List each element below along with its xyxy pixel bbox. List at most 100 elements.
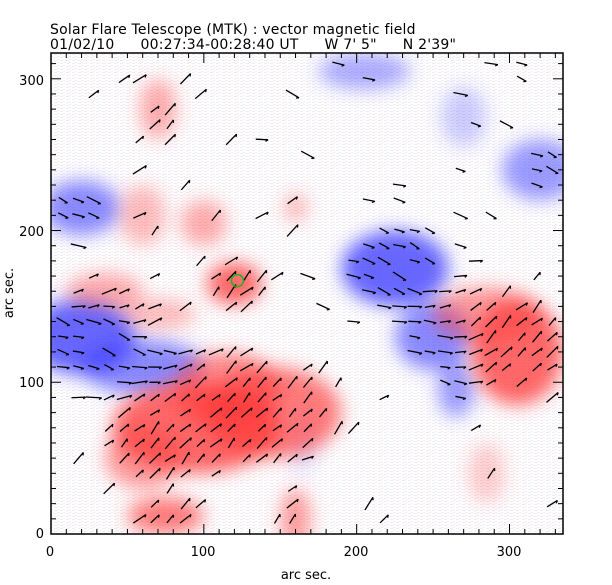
field-vector-arrow bbox=[287, 196, 298, 205]
field-vector-arrowhead bbox=[83, 246, 87, 250]
field-vector-arrow bbox=[487, 467, 496, 479]
field-vector-arrowhead bbox=[111, 306, 116, 309]
field-vector-arrowhead bbox=[173, 352, 177, 356]
field-vector-arrowhead bbox=[80, 367, 84, 371]
field-vector-arrow bbox=[102, 347, 116, 357]
field-vector-arrowhead bbox=[157, 499, 160, 504]
field-vector-arrowhead bbox=[81, 352, 85, 355]
field-vector-arrowhead bbox=[418, 352, 423, 356]
field-vector-arrow bbox=[119, 288, 130, 295]
field-vector-arrowhead bbox=[112, 394, 115, 398]
field-vector-arrow bbox=[531, 347, 543, 357]
field-vector-arrow bbox=[378, 242, 390, 250]
field-vector-arrowhead bbox=[127, 423, 130, 428]
field-vector-arrow bbox=[225, 406, 238, 419]
field-vector-arrowhead bbox=[218, 394, 221, 398]
field-vector-arrowhead bbox=[188, 393, 190, 397]
field-vector-arrow bbox=[272, 407, 282, 418]
field-vector-arrow bbox=[300, 272, 316, 280]
field-vector-arrowhead bbox=[266, 211, 269, 216]
field-vector-arrow bbox=[119, 423, 130, 433]
field-vector-arrow bbox=[546, 345, 559, 358]
field-vector-arrow bbox=[546, 331, 558, 342]
field-vector-arrow bbox=[361, 289, 376, 294]
field-vector-arrow bbox=[166, 423, 175, 432]
x-tick-label: 100 bbox=[191, 545, 216, 560]
field-vector-arrowhead bbox=[143, 319, 147, 323]
field-vector-arrowhead bbox=[126, 304, 130, 308]
field-vector-arrowhead bbox=[98, 397, 102, 400]
field-vector-arrowhead bbox=[355, 261, 360, 264]
field-vector-arrowhead bbox=[296, 423, 299, 427]
field-vector-arrow bbox=[164, 454, 176, 463]
field-vector-arrowhead bbox=[510, 346, 513, 350]
field-vector-arrow bbox=[348, 259, 359, 263]
field-vector-arrowhead bbox=[281, 272, 284, 276]
positive-polarity-region bbox=[433, 286, 541, 342]
field-vector-arrow bbox=[469, 259, 483, 262]
field-vector-arrow bbox=[437, 334, 454, 339]
field-vector-arrow bbox=[379, 514, 389, 524]
field-vector-arrowhead bbox=[159, 317, 163, 321]
field-vector-arrow bbox=[454, 380, 468, 385]
y-tick-label: 100 bbox=[19, 376, 44, 391]
field-vector-arrowhead bbox=[66, 367, 70, 370]
field-vector-arrowhead bbox=[142, 469, 144, 473]
field-vector-arrow bbox=[194, 376, 207, 389]
field-vector-arrow bbox=[257, 376, 267, 388]
field-vector-arrow bbox=[118, 74, 131, 84]
field-vector-arrow bbox=[88, 273, 99, 279]
field-vector-arrow bbox=[455, 167, 466, 173]
field-vector-arrowhead bbox=[539, 155, 544, 158]
field-vector-arrow bbox=[468, 332, 484, 341]
field-vector-arrowhead bbox=[372, 79, 376, 82]
field-vector-arrow bbox=[178, 363, 193, 371]
field-vector-arrow bbox=[226, 284, 237, 299]
field-vector-arrow bbox=[195, 349, 206, 355]
field-vector-arrow bbox=[164, 133, 176, 146]
field-vector-arrow bbox=[72, 350, 85, 354]
field-vector-arrow bbox=[379, 227, 390, 234]
field-vector-arrow bbox=[439, 290, 452, 293]
field-vector-arrow bbox=[240, 347, 254, 357]
field-vector-arrowhead bbox=[114, 287, 117, 292]
field-vector-arrowhead bbox=[235, 256, 239, 260]
field-vector-arrowhead bbox=[372, 263, 376, 265]
field-vector-arrowhead bbox=[464, 94, 469, 98]
field-vector-arrow bbox=[517, 332, 526, 342]
field-vector-arrow bbox=[117, 381, 132, 384]
field-vector-arrowhead bbox=[142, 438, 145, 443]
field-vector-arrowhead bbox=[447, 383, 451, 386]
field-vector-arrowhead bbox=[464, 335, 468, 339]
field-vector-arrowhead bbox=[447, 367, 451, 370]
field-vector-arrow bbox=[379, 394, 390, 401]
field-vector-arrow bbox=[272, 424, 282, 432]
field-vector-arrow bbox=[195, 423, 207, 433]
field-vector-arrowhead bbox=[539, 186, 543, 189]
field-vector-arrow bbox=[424, 227, 436, 234]
field-vector-arrow bbox=[211, 469, 221, 477]
field-vector-arrow bbox=[286, 224, 299, 237]
field-vector-arrow bbox=[103, 482, 115, 495]
field-vector-arrowhead bbox=[189, 301, 192, 306]
field-vector-arrow bbox=[316, 302, 330, 311]
field-vector-arrowhead bbox=[143, 212, 147, 216]
field-vector-arrow bbox=[240, 407, 253, 418]
field-vector-arrow bbox=[392, 305, 407, 308]
field-vector-arrow bbox=[362, 257, 376, 265]
field-vector-arrow bbox=[150, 393, 160, 402]
field-vector-arrow bbox=[132, 165, 147, 175]
positive-polarity-region bbox=[280, 488, 311, 534]
field-vector-arrow bbox=[72, 213, 85, 218]
field-vector-arrowhead bbox=[144, 367, 148, 370]
field-vector-arrow bbox=[532, 299, 542, 313]
field-vector-arrow bbox=[470, 121, 482, 127]
field-vector-arrowhead bbox=[464, 217, 468, 220]
field-vector-arrow bbox=[517, 347, 526, 357]
field-vector-arrowhead bbox=[190, 349, 193, 353]
field-vector-arrow bbox=[547, 363, 558, 371]
field-vector-arrow bbox=[149, 467, 161, 479]
field-vector-arrow bbox=[393, 287, 406, 295]
field-vector-arrow bbox=[468, 380, 483, 384]
field-vector-arrow bbox=[103, 394, 115, 401]
